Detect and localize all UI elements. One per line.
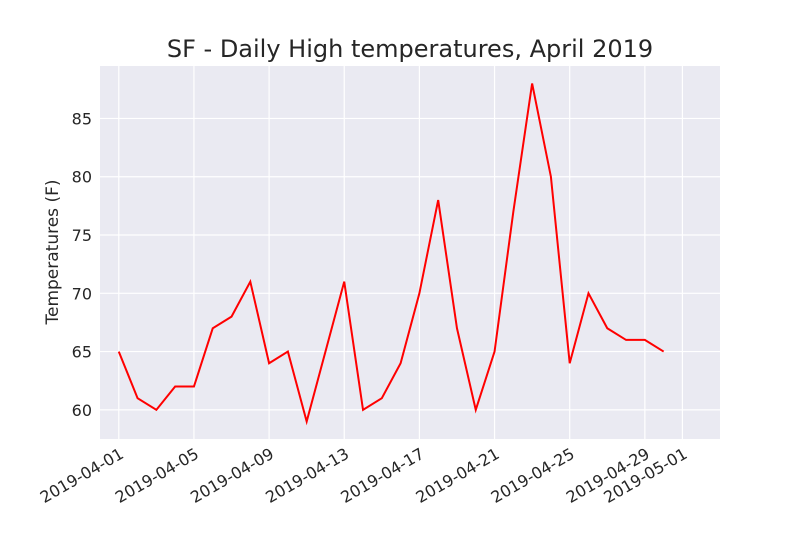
y-tick-labels: 60 65 70 75 80 85	[72, 109, 92, 419]
x-tick-label: 2019-04-25	[488, 444, 578, 507]
y-tick-label: 75	[72, 226, 92, 245]
x-tick-label: 2019-04-01	[37, 444, 127, 507]
series-line	[117, 83, 665, 426]
y-tick-label: 80	[72, 168, 92, 187]
x-tick-label: 2019-04-13	[262, 444, 352, 507]
y-tick-label: 70	[72, 284, 92, 303]
plot-background	[100, 66, 720, 439]
y-tick-label: 85	[72, 109, 92, 128]
x-tick-label: 2019-04-05	[112, 444, 202, 507]
grid-lines	[100, 66, 720, 439]
y-axis-label: Temperatures (F)	[43, 180, 63, 326]
chart-title: SF - Daily High temperatures, April 2019	[167, 35, 653, 63]
series-layer	[117, 83, 665, 426]
y-tick-label: 60	[72, 401, 92, 420]
x-tick-labels: 2019-04-012019-04-052019-04-092019-04-13…	[37, 444, 691, 507]
x-tick-label: 2019-04-17	[337, 444, 427, 507]
y-tick-label: 65	[72, 343, 92, 362]
x-tick-label: 2019-04-09	[187, 444, 277, 507]
x-tick-label: 2019-04-21	[413, 444, 503, 507]
